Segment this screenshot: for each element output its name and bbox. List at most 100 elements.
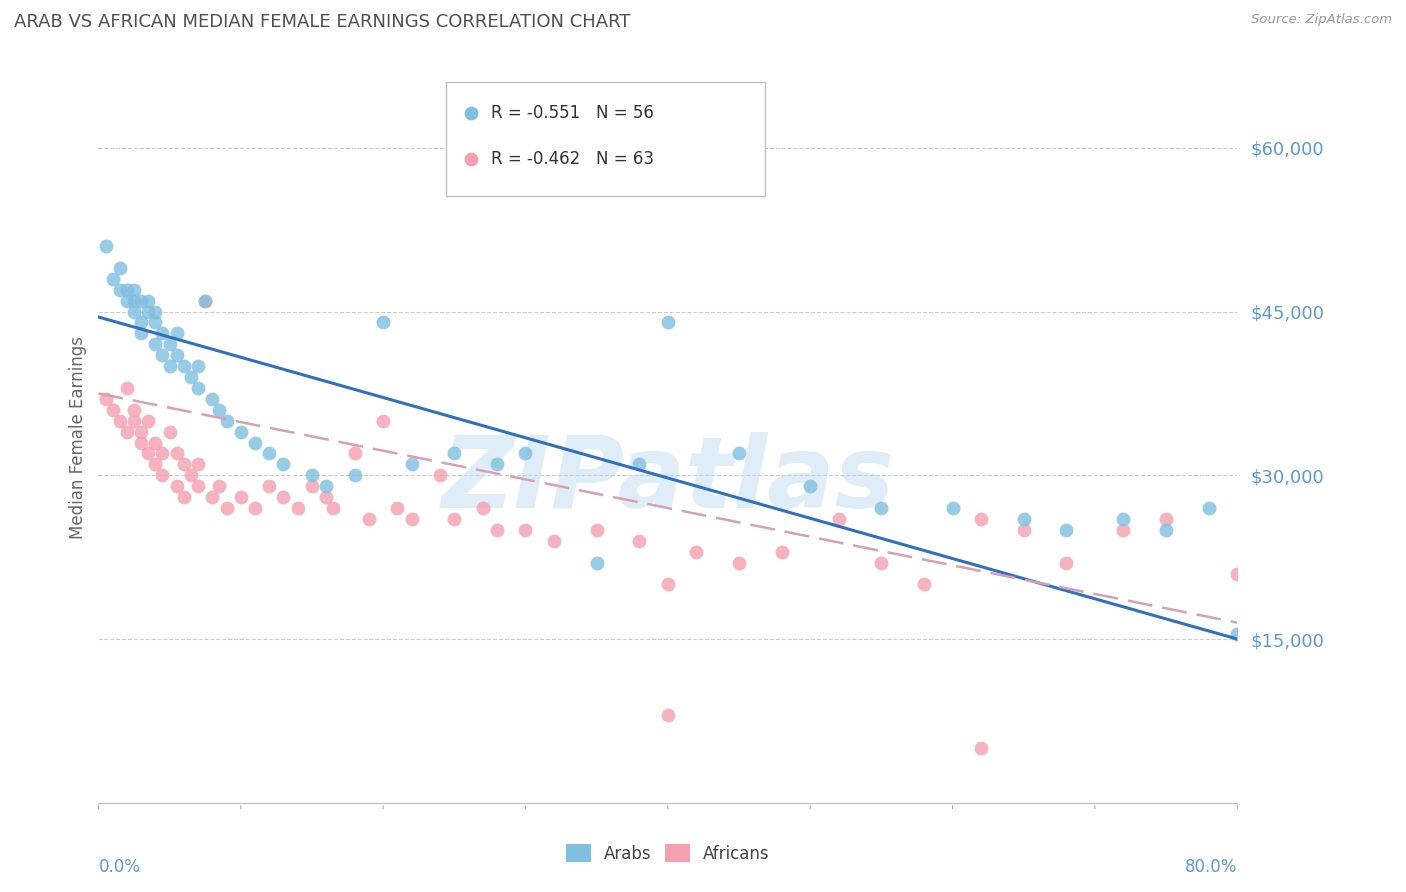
Point xyxy=(942,501,965,516)
Point xyxy=(553,796,575,810)
Point xyxy=(187,381,209,395)
Point xyxy=(180,370,202,384)
Point xyxy=(657,708,679,723)
Point xyxy=(657,577,679,591)
Point xyxy=(628,533,651,548)
Point xyxy=(115,293,138,308)
Point xyxy=(315,490,337,504)
Text: 0.0%: 0.0% xyxy=(98,858,141,876)
Point xyxy=(1154,523,1177,537)
Point xyxy=(152,348,174,362)
Point xyxy=(628,458,651,472)
Point xyxy=(970,741,993,756)
Point xyxy=(486,458,509,472)
Point xyxy=(145,304,167,318)
Point xyxy=(173,490,195,504)
Point xyxy=(152,446,174,460)
Text: Source: ZipAtlas.com: Source: ZipAtlas.com xyxy=(1251,13,1392,27)
Point xyxy=(166,326,188,341)
Point xyxy=(259,479,281,493)
Point xyxy=(129,293,152,308)
Point xyxy=(515,523,537,537)
Point xyxy=(1056,523,1078,537)
Point xyxy=(115,425,138,439)
Point xyxy=(301,468,323,483)
Point xyxy=(145,337,167,351)
Point xyxy=(166,446,188,460)
Point xyxy=(208,402,231,417)
Point xyxy=(870,556,893,570)
Point xyxy=(215,501,238,516)
Point xyxy=(173,458,195,472)
Point xyxy=(101,402,124,417)
Point xyxy=(129,425,152,439)
Point xyxy=(553,796,575,810)
Point xyxy=(685,545,707,559)
Point xyxy=(94,239,117,253)
Point xyxy=(108,414,131,428)
Point xyxy=(122,283,145,297)
Point xyxy=(259,446,281,460)
Point xyxy=(471,501,494,516)
Point xyxy=(122,402,145,417)
Text: R = -0.551   N = 56: R = -0.551 N = 56 xyxy=(491,104,654,122)
Point xyxy=(215,414,238,428)
Point xyxy=(129,326,152,341)
Point xyxy=(1012,512,1035,526)
Point xyxy=(728,446,751,460)
Point xyxy=(657,315,679,329)
Point xyxy=(129,435,152,450)
Point xyxy=(585,556,607,570)
Point xyxy=(970,512,993,526)
Point xyxy=(799,479,821,493)
Point xyxy=(401,458,423,472)
Point xyxy=(122,304,145,318)
Point xyxy=(108,260,131,275)
Point xyxy=(208,479,231,493)
Point xyxy=(115,381,138,395)
Point xyxy=(1112,512,1135,526)
Point xyxy=(136,293,159,308)
Point xyxy=(373,414,395,428)
Point xyxy=(94,392,117,406)
Point xyxy=(912,577,935,591)
Point xyxy=(287,501,309,516)
Point xyxy=(194,293,217,308)
Point xyxy=(136,304,159,318)
Point xyxy=(543,533,565,548)
Point xyxy=(343,446,366,460)
Point xyxy=(315,479,337,493)
Point xyxy=(322,501,344,516)
Point xyxy=(194,293,217,308)
Point xyxy=(243,435,266,450)
Point xyxy=(770,545,793,559)
Point xyxy=(108,283,131,297)
Point xyxy=(173,359,195,373)
Point xyxy=(152,326,174,341)
Point xyxy=(1226,626,1249,640)
Point xyxy=(1198,501,1220,516)
Point xyxy=(129,315,152,329)
Point xyxy=(728,556,751,570)
Point xyxy=(373,315,395,329)
Point xyxy=(136,414,159,428)
Text: ARAB VS AFRICAN MEDIAN FEMALE EARNINGS CORRELATION CHART: ARAB VS AFRICAN MEDIAN FEMALE EARNINGS C… xyxy=(14,13,630,31)
Point xyxy=(201,490,224,504)
Point xyxy=(122,293,145,308)
Point xyxy=(136,446,159,460)
Point xyxy=(229,490,252,504)
Point xyxy=(159,337,181,351)
Y-axis label: Median Female Earnings: Median Female Earnings xyxy=(69,335,87,539)
Point xyxy=(1056,556,1078,570)
Point xyxy=(180,468,202,483)
Point xyxy=(1112,523,1135,537)
Point xyxy=(159,425,181,439)
Point xyxy=(1226,566,1249,581)
Point xyxy=(443,512,465,526)
Point xyxy=(145,315,167,329)
Point xyxy=(1154,512,1177,526)
Point xyxy=(166,479,188,493)
Point xyxy=(870,501,893,516)
Point xyxy=(443,446,465,460)
Point xyxy=(401,512,423,526)
